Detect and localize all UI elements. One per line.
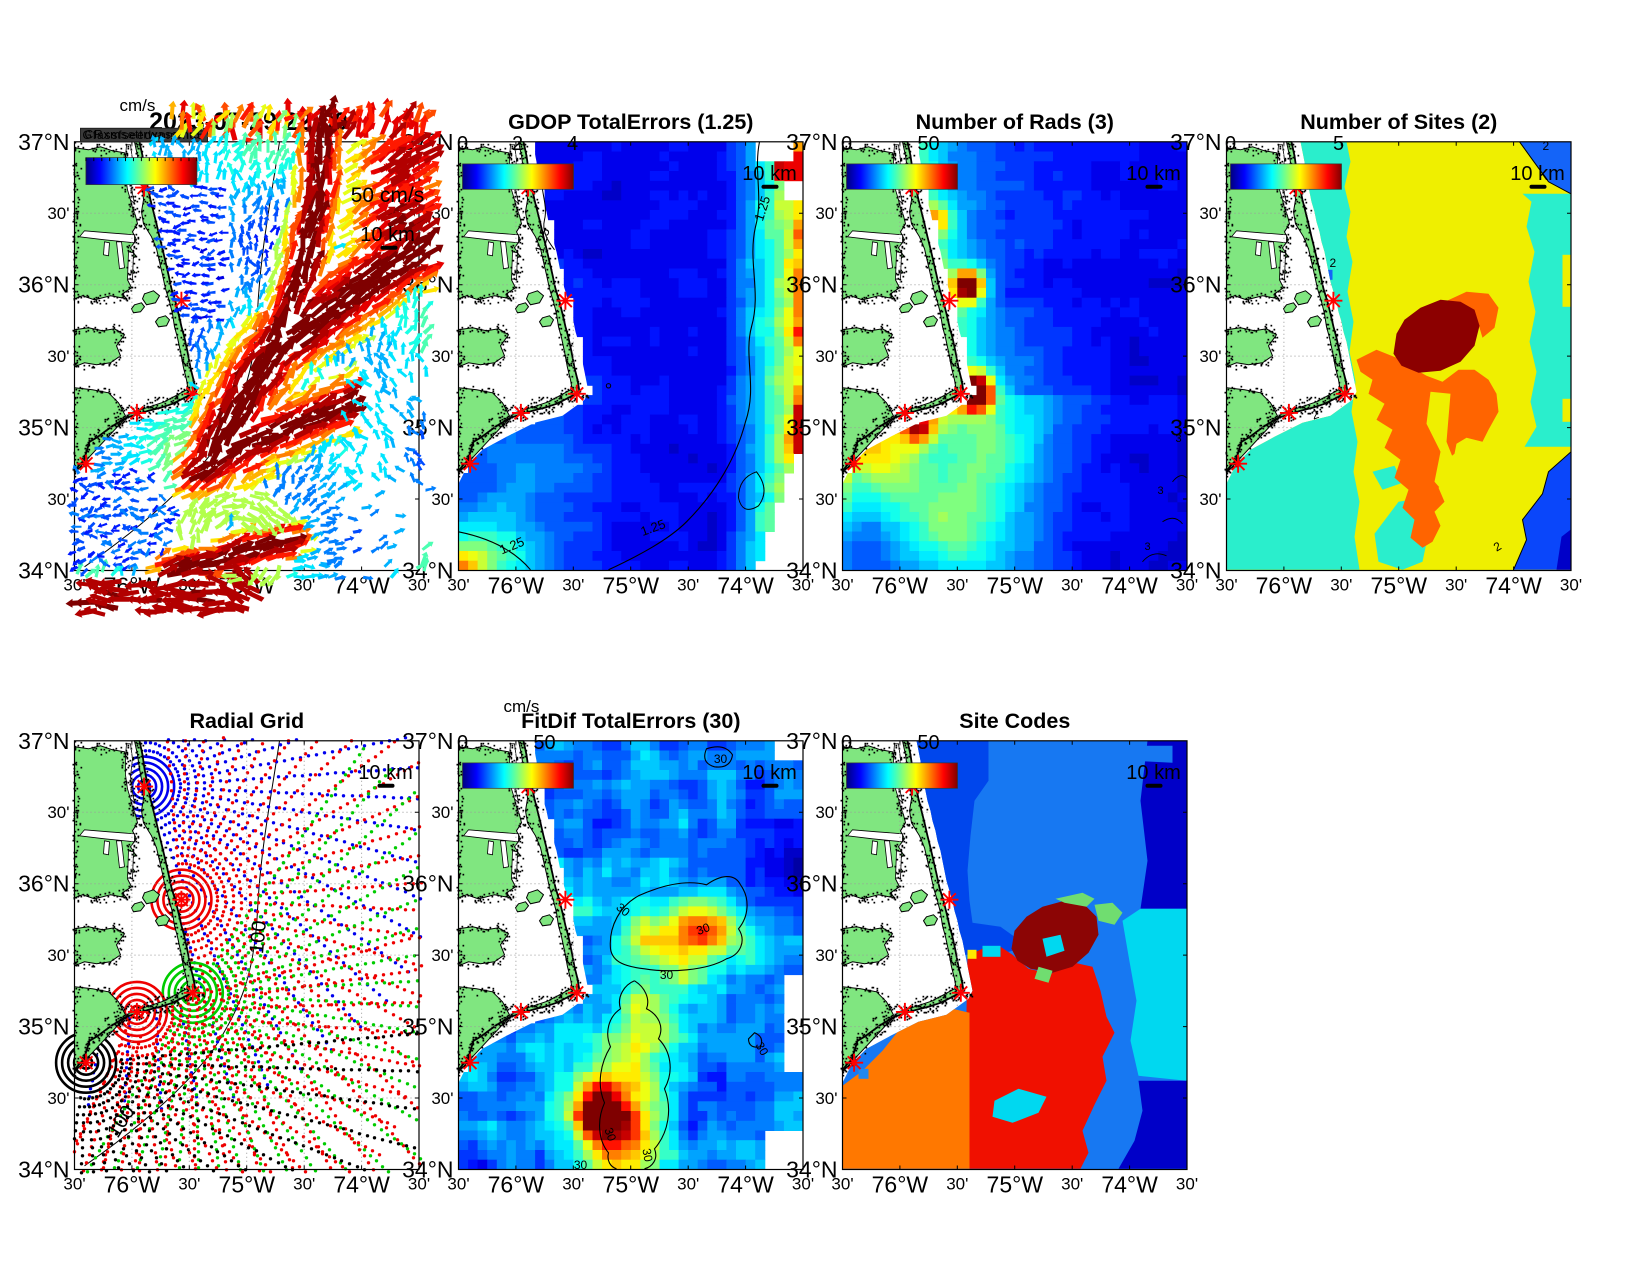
svg-text:0: 0 (1225, 133, 1236, 155)
svg-text:76°W: 76°W (1256, 573, 1313, 599)
svg-text:30': 30' (946, 576, 968, 595)
svg-text:10 km: 10 km (1510, 163, 1564, 185)
svg-text:30': 30' (792, 576, 814, 595)
svg-text:30': 30' (431, 490, 453, 509)
svg-text:74°W: 74°W (1485, 573, 1542, 599)
svg-text:30': 30' (447, 576, 469, 595)
svg-text:30': 30' (815, 204, 837, 223)
svg-text:30': 30' (1061, 576, 1083, 595)
svg-text:30': 30' (1330, 576, 1352, 595)
svg-text:2: 2 (1310, 407, 1321, 423)
svg-text:Number of Sites (2): Number of Sites (2) (1300, 110, 1497, 134)
svg-text:30': 30' (1215, 576, 1237, 595)
svg-text:10 km: 10 km (1126, 163, 1180, 185)
svg-text:35°N: 35°N (1170, 415, 1221, 441)
svg-text:37°N: 37°N (1170, 129, 1221, 155)
svg-text:30': 30' (1199, 490, 1221, 509)
svg-text:2: 2 (1330, 256, 1337, 270)
svg-text:1.25: 1.25 (532, 226, 553, 254)
svg-text:30': 30' (1445, 576, 1467, 595)
svg-text:3: 3 (1157, 485, 1163, 497)
svg-text:74°W: 74°W (1101, 573, 1158, 599)
svg-text:30': 30' (677, 576, 699, 595)
svg-text:Number of Rads (3): Number of Rads (3) (916, 110, 1114, 134)
svg-text:0: 0 (841, 133, 852, 155)
svg-text:30': 30' (815, 347, 837, 366)
svg-text:35°N: 35°N (786, 415, 837, 441)
svg-text:5: 5 (1333, 133, 1344, 155)
svg-text:30': 30' (1199, 347, 1221, 366)
svg-text:1.25: 1.25 (751, 194, 773, 223)
svg-text:30': 30' (831, 576, 853, 595)
svg-text:3: 3 (1175, 433, 1181, 445)
svg-text:GDOP TotalErrors (1.25): GDOP TotalErrors (1.25) (508, 110, 753, 134)
svg-text:2: 2 (512, 133, 523, 155)
svg-text:30': 30' (1560, 576, 1582, 595)
svg-text:76°W: 76°W (488, 573, 545, 599)
svg-text:75°W: 75°W (987, 573, 1044, 599)
svg-text:10 km: 10 km (742, 163, 796, 185)
svg-text:36°N: 36°N (1170, 272, 1221, 298)
svg-text:30': 30' (815, 490, 837, 509)
svg-text:34°N: 34°N (1170, 558, 1221, 584)
svg-text:30': 30' (431, 347, 453, 366)
svg-text:30': 30' (1199, 204, 1221, 223)
svg-text:30': 30' (1176, 576, 1198, 595)
svg-text:0: 0 (457, 133, 468, 155)
svg-text:4: 4 (567, 133, 578, 155)
svg-text:75°W: 75°W (1371, 573, 1428, 599)
svg-text:30': 30' (562, 576, 584, 595)
svg-text:34°N: 34°N (786, 558, 837, 584)
svg-text:76°W: 76°W (872, 573, 929, 599)
svg-text:2: 2 (1543, 139, 1550, 153)
svg-text:74°W: 74°W (717, 573, 774, 599)
svg-text:3: 3 (1144, 541, 1150, 553)
svg-text:75°W: 75°W (603, 573, 660, 599)
svg-text:36°N: 36°N (786, 272, 837, 298)
svg-text:50: 50 (917, 133, 939, 155)
svg-text:37°N: 37°N (786, 129, 837, 155)
